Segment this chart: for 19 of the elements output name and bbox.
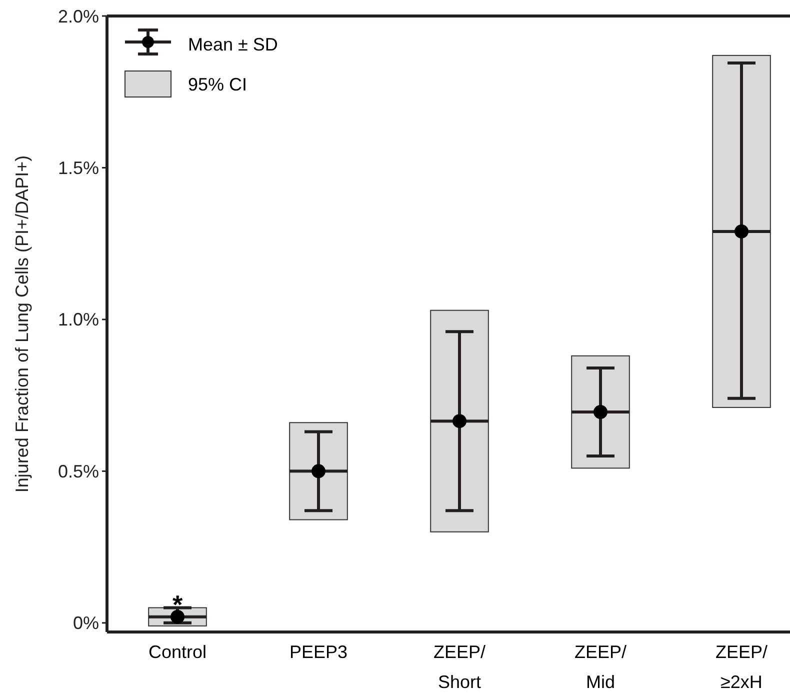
legend-label: 95% CI (188, 74, 248, 94)
x-tick-label: ZEEP/ ≥2xH (715, 642, 768, 692)
annotation: * (172, 590, 184, 620)
x-tick-label: Control (148, 642, 207, 662)
point (312, 464, 326, 478)
point (452, 414, 466, 428)
x-tick-label: ZEEP/ Mid (574, 642, 627, 692)
legend-label: Mean ± SD (188, 34, 278, 54)
y-tick-label: 1.5% (58, 158, 99, 178)
y-tick-label: 1.0% (58, 310, 99, 330)
y-tick-label: 2.0% (58, 6, 99, 26)
point (170, 610, 184, 624)
x-tick-label: ZEEP/ Short (433, 642, 486, 692)
y-tick-label: 0% (72, 613, 99, 634)
point (734, 224, 748, 238)
y-tick-label: 0.5% (58, 461, 99, 482)
x-tick-label: PEEP3 (289, 642, 348, 662)
point (594, 405, 608, 419)
y-axis-title: Injured Fraction of Lung Cells (PI+/DAPI+) (12, 155, 32, 493)
